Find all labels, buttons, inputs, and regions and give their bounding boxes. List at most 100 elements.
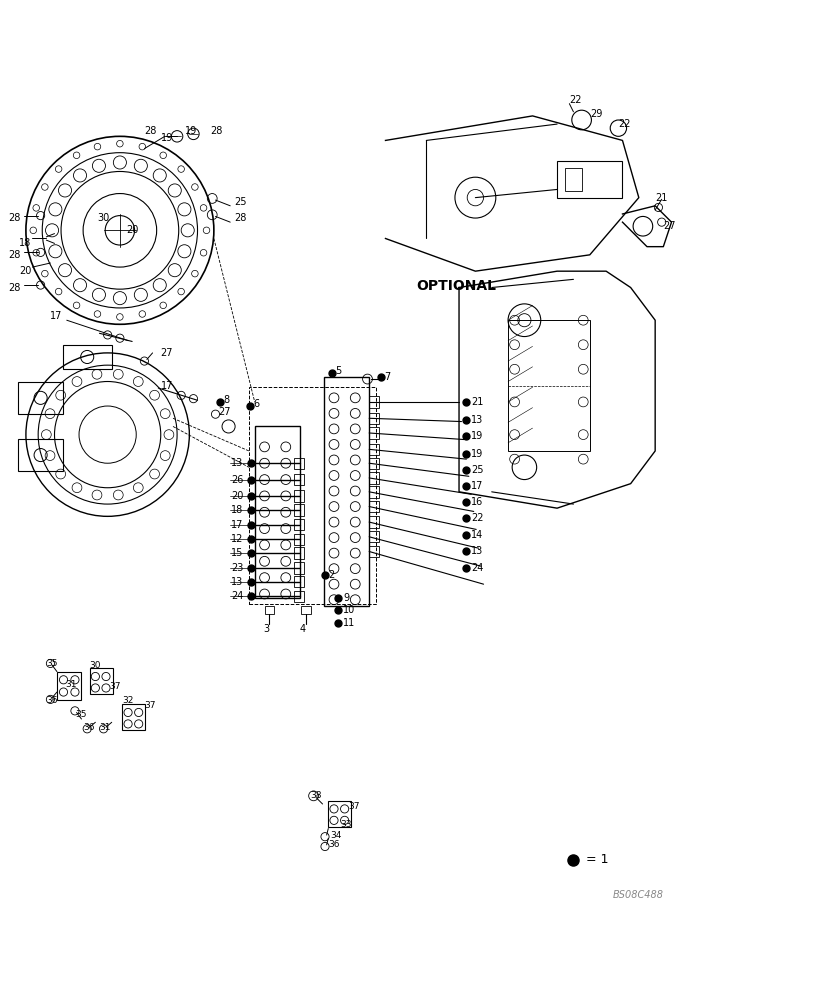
Bar <box>293 474 303 485</box>
Text: 20: 20 <box>20 266 32 276</box>
Bar <box>369 546 378 557</box>
Text: 7: 7 <box>383 372 390 382</box>
Text: 3: 3 <box>263 624 269 634</box>
Text: 12: 12 <box>231 534 243 544</box>
Text: 23: 23 <box>231 563 243 573</box>
Bar <box>508 320 589 451</box>
Text: 19: 19 <box>471 431 483 441</box>
Bar <box>249 387 375 604</box>
Text: 27: 27 <box>218 407 230 417</box>
Text: 28: 28 <box>8 213 20 223</box>
Text: 28: 28 <box>144 126 156 136</box>
Text: 10: 10 <box>342 605 355 615</box>
Text: 25: 25 <box>234 197 247 207</box>
Bar <box>18 382 62 414</box>
Text: 29: 29 <box>589 109 601 119</box>
Text: 2: 2 <box>328 570 334 580</box>
Bar <box>293 576 303 587</box>
Text: 36: 36 <box>83 723 94 732</box>
Text: 30: 30 <box>89 661 101 670</box>
Bar <box>293 547 303 559</box>
Bar <box>328 801 351 827</box>
Bar <box>293 534 303 545</box>
Bar <box>369 501 378 512</box>
Text: 13: 13 <box>471 415 483 425</box>
Bar <box>18 439 62 471</box>
Text: 28: 28 <box>8 283 20 293</box>
Text: 16: 16 <box>471 497 483 507</box>
Bar <box>62 345 111 369</box>
Text: 17: 17 <box>231 520 243 530</box>
Text: 37: 37 <box>144 701 156 710</box>
Text: BS08C488: BS08C488 <box>612 890 663 900</box>
Text: 27: 27 <box>161 348 173 358</box>
Text: 19: 19 <box>471 449 483 459</box>
Bar <box>369 458 378 469</box>
Text: 28: 28 <box>8 250 20 260</box>
Bar <box>369 486 378 498</box>
Text: 31: 31 <box>65 680 76 689</box>
Bar <box>265 606 274 614</box>
Text: 22: 22 <box>618 119 630 129</box>
Bar <box>324 377 369 606</box>
Bar <box>369 531 378 542</box>
Text: 18: 18 <box>231 505 243 515</box>
Text: 17: 17 <box>161 381 173 391</box>
Text: 17: 17 <box>471 481 483 491</box>
Text: 17: 17 <box>50 311 62 321</box>
Bar <box>301 606 310 614</box>
Text: 20: 20 <box>126 225 138 235</box>
Bar <box>556 161 622 198</box>
Text: 35: 35 <box>47 659 58 668</box>
Text: 4: 4 <box>299 624 305 634</box>
Text: 13: 13 <box>231 458 243 468</box>
Text: 5: 5 <box>334 366 341 376</box>
Text: 8: 8 <box>224 395 229 405</box>
Text: 13: 13 <box>231 577 243 587</box>
Text: 19: 19 <box>185 126 197 136</box>
Text: 37: 37 <box>348 802 360 811</box>
Bar <box>293 562 303 574</box>
Text: 19: 19 <box>161 133 173 143</box>
Bar <box>293 519 303 530</box>
Text: 34: 34 <box>329 831 341 840</box>
Text: = 1: = 1 <box>585 853 608 866</box>
Text: 30: 30 <box>97 213 110 223</box>
Text: 13: 13 <box>471 546 483 556</box>
Bar <box>57 672 81 700</box>
Bar <box>293 458 303 469</box>
Bar <box>369 444 378 455</box>
Text: 36: 36 <box>328 840 339 849</box>
Text: 14: 14 <box>471 530 483 540</box>
Bar <box>369 427 378 439</box>
Text: 38: 38 <box>310 791 321 800</box>
Bar <box>293 490 303 502</box>
Text: 6: 6 <box>253 399 259 409</box>
Text: 21: 21 <box>471 397 483 407</box>
Text: 22: 22 <box>471 513 483 523</box>
Bar <box>89 668 112 694</box>
Text: 20: 20 <box>231 491 243 501</box>
Bar <box>122 704 145 730</box>
Text: 32: 32 <box>122 696 133 705</box>
Text: 24: 24 <box>471 563 483 573</box>
Text: 21: 21 <box>654 193 667 203</box>
Text: 33: 33 <box>340 820 351 829</box>
Text: OPTIONAL: OPTIONAL <box>416 279 496 293</box>
Bar <box>369 396 378 408</box>
Bar <box>255 426 299 598</box>
Text: 37: 37 <box>109 682 120 691</box>
Text: 35: 35 <box>75 710 86 719</box>
Text: 26: 26 <box>231 475 243 485</box>
Text: 28: 28 <box>234 213 247 223</box>
Text: 15: 15 <box>231 548 243 558</box>
Text: 31: 31 <box>99 723 111 732</box>
Text: 25: 25 <box>471 465 483 475</box>
Text: 27: 27 <box>663 221 675 231</box>
Text: 11: 11 <box>342 618 355 628</box>
Bar <box>369 516 378 528</box>
Bar <box>369 413 378 424</box>
Text: 18: 18 <box>20 238 32 248</box>
Bar <box>293 591 303 602</box>
Text: 28: 28 <box>210 126 222 136</box>
